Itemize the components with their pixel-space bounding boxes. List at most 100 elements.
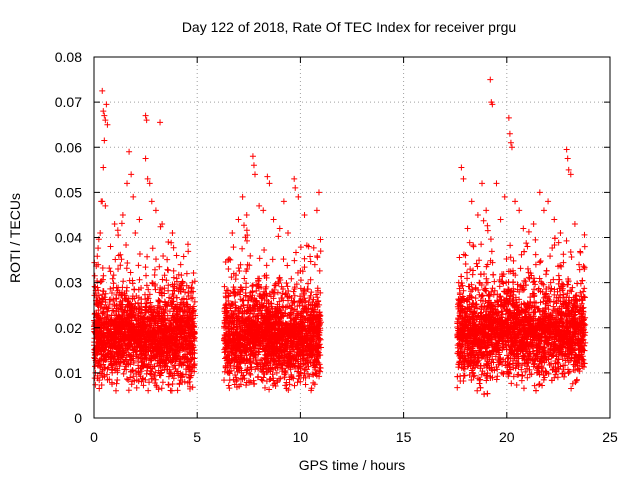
data-point <box>282 382 289 389</box>
data-point <box>159 379 166 386</box>
data-point <box>174 387 181 394</box>
data-point <box>118 256 125 263</box>
data-point <box>300 288 307 295</box>
data-point <box>236 268 243 275</box>
data-point <box>164 266 171 273</box>
data-point <box>302 381 309 388</box>
data-point <box>170 267 177 274</box>
data-point <box>176 380 183 387</box>
data-point <box>128 381 135 388</box>
data-point <box>170 244 177 251</box>
data-point <box>109 275 116 282</box>
data-point <box>120 278 127 285</box>
data-point <box>487 236 494 243</box>
data-point <box>225 265 232 272</box>
data-point <box>95 245 102 252</box>
data-point <box>146 379 153 386</box>
data-point <box>143 300 150 307</box>
data-point <box>555 272 562 279</box>
data-point <box>480 217 487 224</box>
data-point <box>152 376 159 383</box>
data-point <box>185 289 192 296</box>
data-point <box>302 297 309 304</box>
data-point <box>144 253 151 260</box>
data-point <box>317 248 324 255</box>
data-point <box>292 249 299 256</box>
data-point <box>100 361 107 368</box>
data-point <box>491 278 498 285</box>
data-point <box>114 227 121 234</box>
data-point <box>123 366 130 373</box>
data-point <box>568 253 575 260</box>
data-point <box>247 252 254 259</box>
data-point <box>110 272 117 279</box>
data-point <box>261 246 268 253</box>
data-point <box>532 236 539 243</box>
data-point <box>536 275 543 282</box>
data-point <box>123 375 130 382</box>
data-point <box>134 299 141 306</box>
data-point <box>547 253 554 260</box>
data-point <box>283 280 290 287</box>
data-point <box>132 300 139 307</box>
data-point <box>149 245 156 252</box>
data-point <box>159 276 166 283</box>
data-point <box>142 264 149 271</box>
data-point <box>100 287 107 294</box>
data-point <box>156 298 163 305</box>
data-point <box>184 241 191 248</box>
data-point <box>152 256 159 263</box>
data-point <box>173 294 180 301</box>
data-point <box>263 262 270 269</box>
data-point <box>165 373 172 380</box>
data-point <box>143 272 150 279</box>
data-point <box>118 220 125 227</box>
data-point <box>226 377 233 384</box>
data-point <box>151 271 158 278</box>
data-point <box>525 228 532 235</box>
data-point <box>135 262 142 269</box>
data-point <box>316 267 323 274</box>
data-point <box>112 256 119 263</box>
data-point <box>92 381 99 388</box>
data-point <box>247 371 254 378</box>
data-point <box>112 387 119 394</box>
data-point <box>114 376 121 383</box>
data-point <box>275 233 282 240</box>
data-point <box>314 253 321 260</box>
data-point <box>168 387 175 394</box>
data-point <box>284 262 291 269</box>
data-point <box>151 363 158 370</box>
data-point <box>307 253 314 260</box>
data-point <box>288 275 295 282</box>
data-point <box>291 382 298 389</box>
data-point <box>157 289 164 296</box>
data-point <box>165 381 172 388</box>
data-point <box>107 268 114 275</box>
data-point <box>269 256 276 263</box>
data-point <box>164 256 171 263</box>
data-point <box>296 363 303 370</box>
data-point <box>297 244 304 251</box>
data-point <box>98 382 105 389</box>
data-point <box>152 286 159 293</box>
data-point <box>133 384 140 391</box>
data-point <box>123 242 130 249</box>
data-point <box>185 248 192 255</box>
data-point <box>106 265 113 272</box>
data-point <box>123 265 130 272</box>
data-point <box>173 275 180 282</box>
data-point <box>120 370 127 377</box>
data-point <box>91 283 98 290</box>
data-point <box>126 277 133 284</box>
data-point <box>494 373 501 380</box>
data-point <box>165 287 172 294</box>
data-point <box>169 301 176 308</box>
data-point <box>284 283 291 290</box>
data-point <box>474 387 481 394</box>
data-point <box>136 276 143 283</box>
data-point <box>239 245 246 252</box>
data-point <box>225 382 232 389</box>
data-point <box>517 265 524 272</box>
